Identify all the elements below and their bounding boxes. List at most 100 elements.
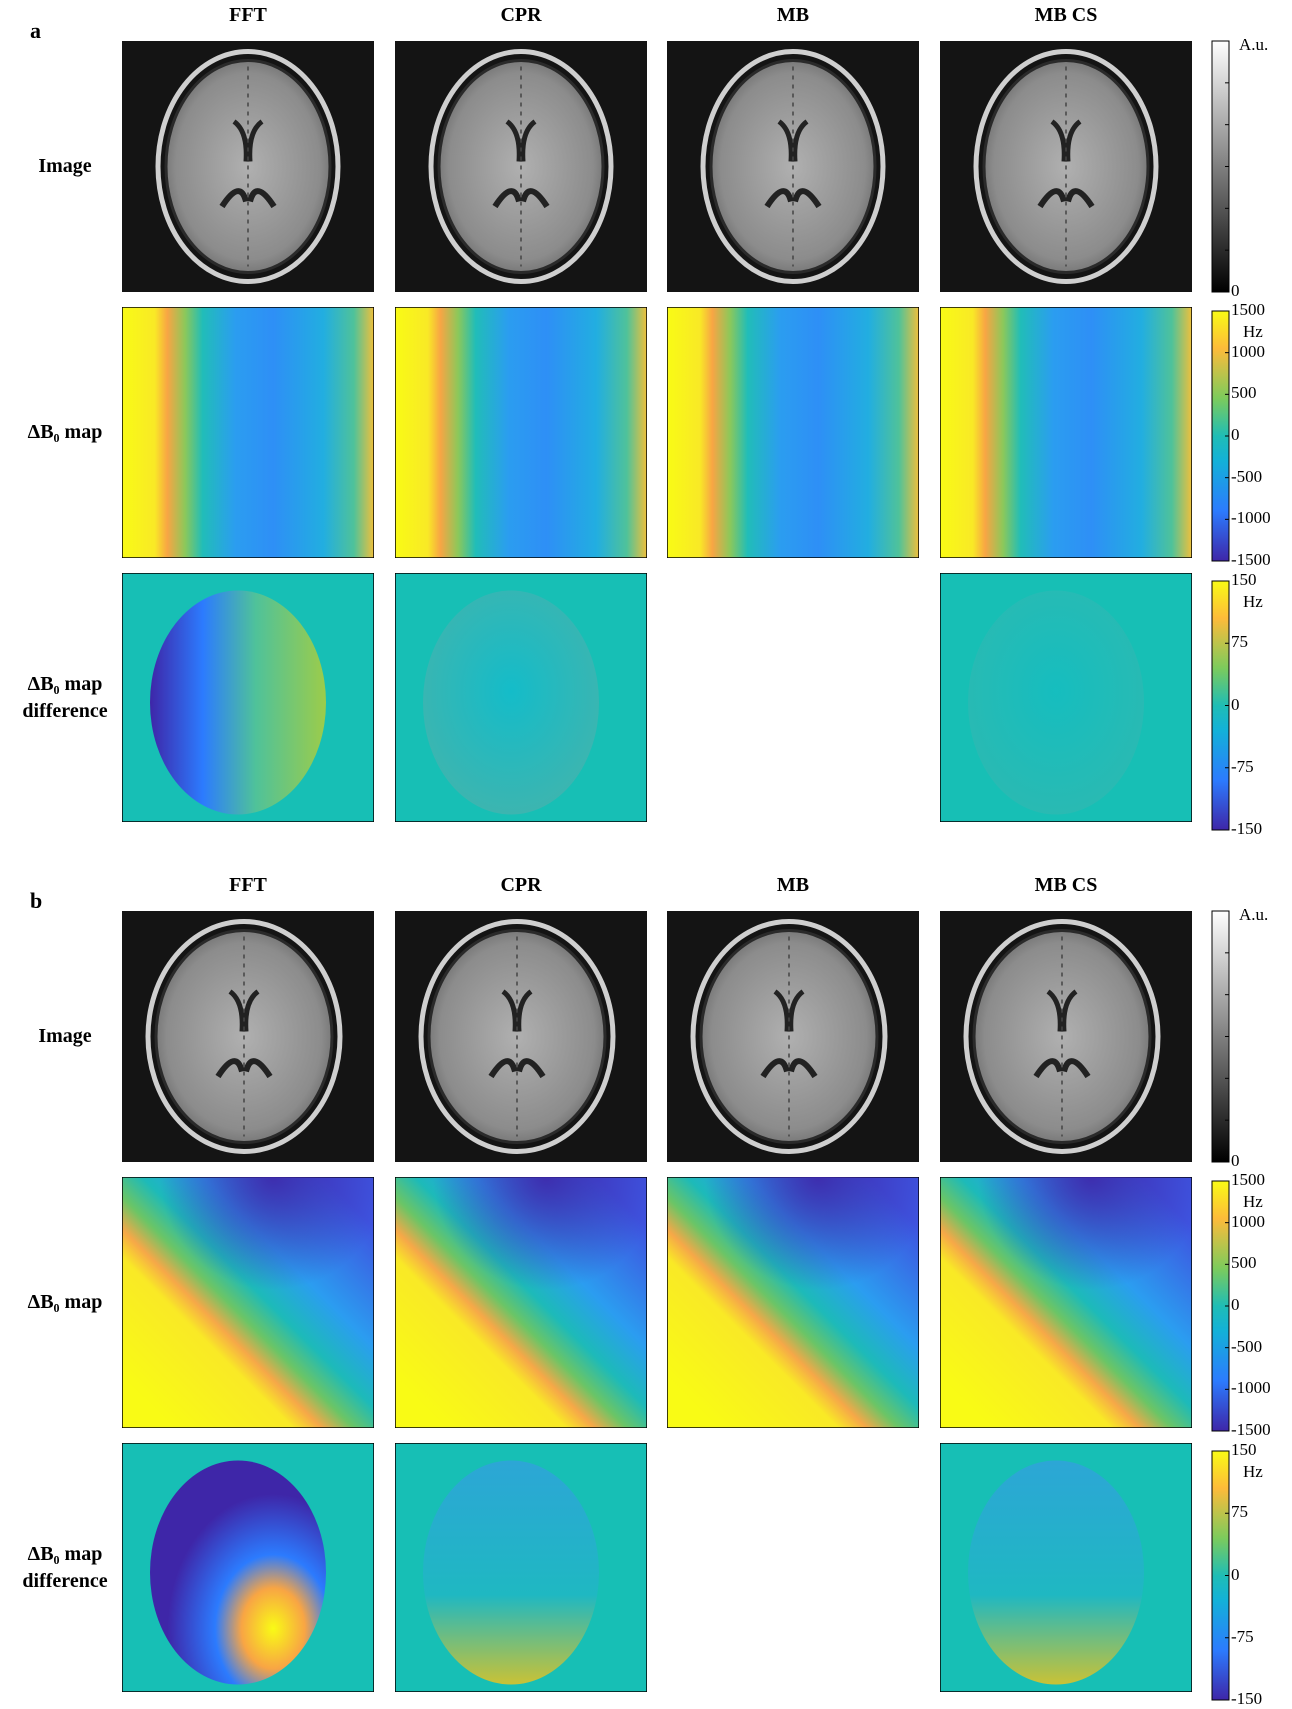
colorbar-tick-label: -75 [1231,1626,1254,1646]
row-label: ΔB₀ map [0,1289,130,1316]
difference-region [423,590,599,815]
colorbar-tick-label: 75 [1231,1502,1248,1522]
row-label-line: ΔB₀ map [27,421,103,443]
image-cell [122,1177,374,1428]
image-cell [940,41,1192,292]
row-label: Image [0,1023,130,1050]
colorbar-tick-label: 0 [1231,425,1240,444]
colorbar-tick-label: 1500 [1231,1170,1265,1189]
colorbar-tick-label: 1000 [1231,1211,1265,1231]
colorbar-tick-label: 0 [1231,281,1240,300]
image-cell [122,573,374,822]
ventricle [1046,989,1078,1032]
colorbar-tick-label: -150 [1231,819,1263,838]
skull [690,919,888,1154]
row-label-line: ΔB₀ map [27,1542,103,1565]
row-label-line: difference [22,699,108,722]
colorbar-tick-label: 500 [1231,1253,1257,1273]
column-title: CPR [500,4,542,26]
difference-region [423,1460,599,1685]
colorbar-tick-label: 1500 [1231,300,1265,319]
colorbar-unit: Hz [1243,1192,1263,1211]
colorbar [1211,580,1230,831]
image-cell [395,307,647,558]
column-title: FFT [229,4,267,26]
image-cell [667,911,919,1162]
colorbar-unit: Hz [1243,592,1263,611]
image-cell [395,1177,647,1428]
colorbar-tick-label: -1000 [1231,508,1271,528]
column-title: MB CS [1034,4,1098,26]
column-title: MB CS [1034,874,1098,896]
ventricle [501,989,533,1032]
row-label: ΔB₀ map difference [0,671,130,725]
ventricle [1037,188,1095,209]
ventricle [215,1058,273,1079]
image-cell [940,307,1192,558]
colorbar [1211,910,1230,1163]
column-title: CPR [500,874,542,896]
image-cell [667,41,919,292]
row-label-line: ΔB₀ map [27,1291,103,1313]
ventricle [505,119,537,162]
ventricle [1050,119,1082,162]
b0-map [395,307,647,558]
ventricle [232,119,264,162]
colorbar-tick-label: -1000 [1231,1378,1271,1398]
b0-map [122,307,374,558]
ventricle [488,1058,546,1079]
colorbar-tick-label: -1500 [1231,1420,1271,1439]
difference-region [150,590,326,815]
image-cell [940,911,1192,1162]
ventricle [492,188,550,209]
skull [155,49,341,284]
colorbar-tick-label: -75 [1231,756,1254,776]
colorbar-tick-label: -500 [1231,466,1263,486]
colorbar-tick-label: -1500 [1231,550,1271,569]
ventricle [764,188,822,209]
colorbar-tick-label: 0 [1231,1564,1240,1584]
row-label-line: Image [38,155,92,177]
ventricle [760,1058,818,1079]
image-cell [667,307,919,558]
image-cell [667,1177,919,1428]
colorbar [1211,1180,1230,1432]
b0-map [667,307,919,558]
skull [428,49,614,284]
ventricle [773,989,805,1032]
b0-map-top [667,1177,919,1428]
image-cell [122,41,374,292]
colorbar-tick-label: 75 [1231,632,1248,652]
image-cell [122,911,374,1162]
image-cell [395,573,647,822]
colorbar [1211,1450,1230,1701]
image-cell [122,1443,374,1692]
colorbar-tick-label: 500 [1231,383,1257,403]
row-label: Image [0,153,130,180]
image-cell [395,1443,647,1692]
difference-region [968,590,1144,815]
image-cell [940,1177,1192,1428]
image-cell [395,41,647,292]
panel-label: a [30,18,41,43]
ventricle [1033,1058,1091,1079]
panel-label: b [30,888,43,913]
colorbar-tick-label: 150 [1231,570,1257,589]
ventricle [777,119,809,162]
column-title: MB [776,4,810,26]
skull [963,919,1161,1154]
colorbar [1211,40,1230,293]
colorbar-unit: A.u. [1239,905,1269,924]
b0-map-top [940,1177,1192,1428]
row-label: ΔB₀ map [0,419,130,446]
column-title: MB [776,874,810,896]
row-label: ΔB₀ map difference [0,1541,130,1595]
colorbar-tick-label: 0 [1231,1295,1240,1314]
skull [973,49,1159,284]
image-cell [940,573,1192,822]
row-label-line: Image [38,1025,92,1047]
difference-region [968,1460,1144,1685]
colorbar-unit: Hz [1243,322,1263,341]
skull [145,919,343,1154]
ventricle [228,989,260,1032]
